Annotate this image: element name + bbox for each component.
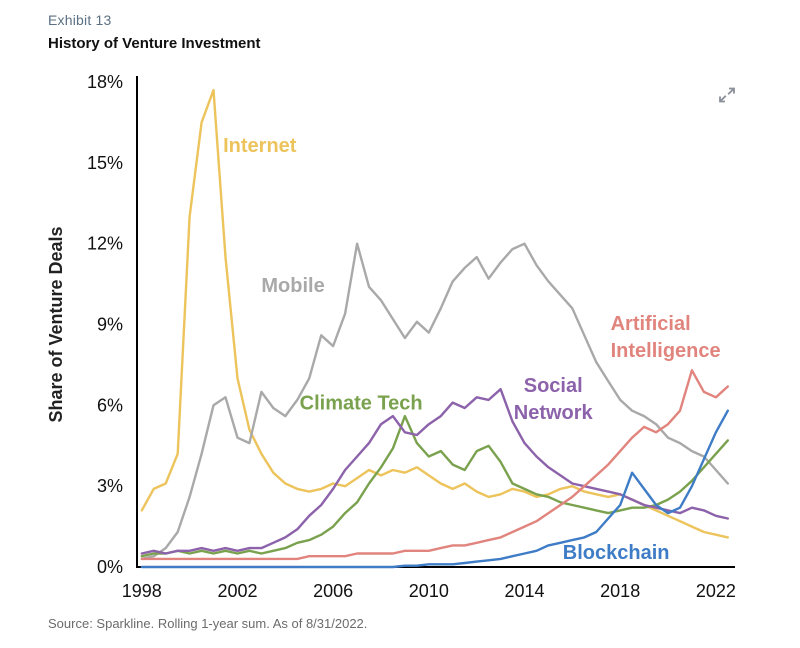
y-tick-label: 12% (87, 234, 123, 254)
x-tick-label: 2006 (313, 581, 353, 601)
source-note: Source: Sparkline. Rolling 1-year sum. A… (48, 616, 368, 631)
header: Exhibit 13 History of Venture Investment (48, 12, 261, 52)
y-tick-label: 6% (97, 395, 123, 415)
series-line-climate-tech (140, 414, 729, 558)
series-label-artificial-intelligence: Artificial Intelligence (611, 313, 721, 362)
series-line-mobile (140, 242, 729, 561)
chart-canvas: 0% 3% 6% 9% 12% 15% 18% 1998 2002 2006 2010 2014 201… (46, 72, 736, 601)
expand-icon[interactable] (716, 84, 738, 106)
series-label-mobile: Mobile (261, 275, 324, 297)
page-title: History of Venture Investment (48, 35, 261, 52)
x-tick-label: 1998 (122, 581, 162, 601)
x-tick-label: 2014 (504, 581, 544, 601)
x-tick-label: 2022 (696, 581, 736, 601)
y-axis-title: Share of Venture Deals (46, 226, 66, 422)
series-line-blockchain (140, 409, 729, 569)
series-label-internet: Internet (223, 135, 297, 157)
series-label-climate-tech: Climate Tech (300, 392, 423, 414)
series-line-social-network (140, 388, 729, 555)
series-label-social-network: Social Network (514, 375, 594, 424)
series-label-blockchain: Blockchain (563, 542, 670, 564)
y-tick-label: 0% (97, 557, 123, 577)
y-tick-label: 9% (97, 315, 123, 335)
expand-arrows-glyph (719, 87, 735, 103)
y-tick-label: 3% (97, 476, 123, 496)
x-tick-label: 2018 (600, 581, 640, 601)
exhibit-label: Exhibit 13 (48, 12, 112, 28)
venture-chart: 0% 3% 6% 9% 12% 15% 18% 1998 2002 2006 2010 2014 201… (0, 60, 800, 610)
y-tick-label: 15% (87, 153, 123, 173)
series-line-artificial-intelligence (140, 369, 729, 561)
x-tick-label: 2010 (409, 581, 449, 601)
y-tick-label: 18% (87, 72, 123, 92)
x-tick-label: 2002 (217, 581, 257, 601)
